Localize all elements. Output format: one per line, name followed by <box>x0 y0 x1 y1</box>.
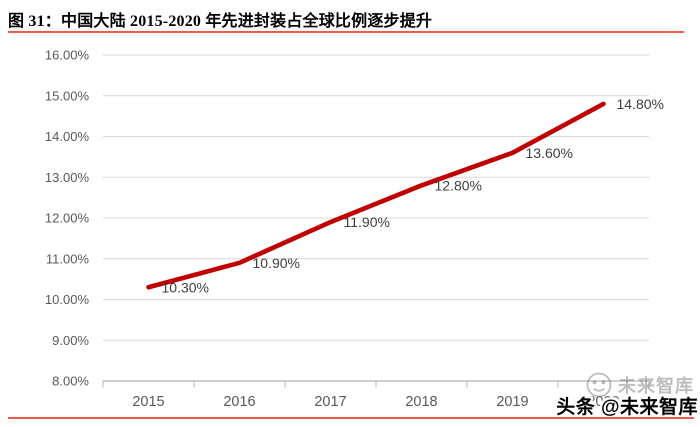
x-axis-tick-label: 2020 <box>587 394 619 410</box>
data-label: 13.60% <box>526 145 573 161</box>
title-underline-rule <box>8 31 684 33</box>
x-axis-tick-label: 2016 <box>223 394 255 410</box>
x-axis-tick-label: 2019 <box>496 394 528 410</box>
data-label: 12.80% <box>435 177 482 193</box>
y-axis-tick-label: 12.00% <box>45 211 90 226</box>
x-axis-tick-label: 2017 <box>314 394 346 410</box>
y-axis-tick-label: 10.00% <box>45 292 90 307</box>
series-line <box>146 101 606 290</box>
y-axis-tick-label: 11.00% <box>46 251 90 266</box>
footer-rule <box>8 417 694 419</box>
y-axis-tick-label: 16.00% <box>45 48 90 63</box>
data-label: 14.80% <box>617 96 664 112</box>
y-axis-tick-label: 8.00% <box>52 374 89 389</box>
data-label: 11.90% <box>344 214 390 230</box>
x-axis-tick-label: 2015 <box>132 394 164 410</box>
y-axis-tick-label: 9.00% <box>52 333 89 348</box>
data-label: 10.30% <box>162 279 209 295</box>
y-axis-tick-label: 14.00% <box>45 129 90 144</box>
y-axis-tick-label: 13.00% <box>45 170 90 185</box>
x-axis-tick-label: 2018 <box>405 394 437 410</box>
page-title: 图 31：中国大陆 2015-2020 年先进封装占全球比例逐步提升 <box>8 13 433 30</box>
y-axis-tick-label: 15.00% <box>45 88 90 103</box>
data-label: 10.90% <box>253 255 300 271</box>
